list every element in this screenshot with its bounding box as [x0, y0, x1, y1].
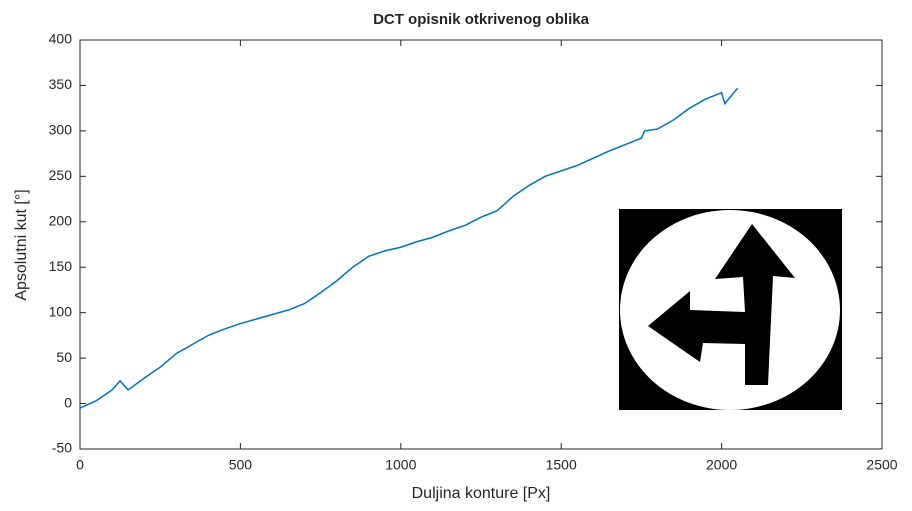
y-axis-label: Apsolutni kut [°] — [13, 189, 30, 300]
x-tick-label: 0 — [76, 457, 84, 473]
x-tick-label: 1000 — [385, 457, 416, 473]
y-tick-label: 150 — [49, 258, 73, 274]
sign-circle — [620, 210, 840, 410]
y-tick-label: -50 — [52, 440, 72, 456]
y-tick-label: 0 — [64, 394, 72, 410]
y-tick-label: 350 — [49, 76, 73, 92]
x-tick-label: 1500 — [546, 457, 577, 473]
chart-title: DCT opisnik otkrivenog oblika — [373, 11, 590, 28]
y-tick-label: 250 — [49, 167, 73, 183]
x-axis-label: Duljina konture [Px] — [412, 485, 551, 502]
inset-image — [619, 209, 842, 410]
sign-arrow — [648, 224, 795, 385]
y-tick-label: 200 — [49, 212, 73, 228]
x-tick-label: 2000 — [706, 457, 737, 473]
y-tick-label: 50 — [56, 349, 72, 365]
y-tick-label: 100 — [49, 303, 73, 319]
y-tick-label: 400 — [49, 31, 73, 47]
data-line — [79, 87, 739, 409]
x-tick-label: 2500 — [866, 457, 897, 473]
y-tick-label: 300 — [49, 122, 73, 138]
x-tick-label: 500 — [229, 457, 253, 473]
axes-box — [79, 39, 883, 450]
